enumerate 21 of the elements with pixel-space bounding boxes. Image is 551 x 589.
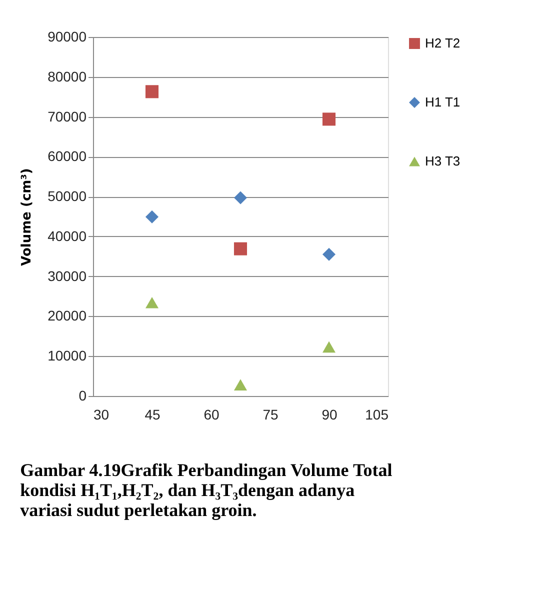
legend-label: H2 T2: [425, 36, 460, 50]
y-tick-label: 70000: [48, 108, 87, 124]
y-tick-label: 0: [78, 388, 87, 404]
y-tick-label: 20000: [48, 308, 87, 324]
y-tick-label: 80000: [48, 68, 87, 84]
y-axis-title: Volume (cm³): [20, 168, 35, 266]
legend-label: H1 T1: [425, 94, 460, 110]
x-tick-label: 75: [262, 406, 278, 422]
text: Gambar 4.19Grafik Perbandingan Volume Total kondisi H₁T₁,H₂T₂, dan H₃T₃dengan adanya variasi sudut perletakan groin.: [20, 460, 392, 520]
x-tick-label: 90: [322, 406, 338, 422]
y-tick-label: 10000: [48, 348, 87, 364]
x-tick-label: 105: [365, 406, 389, 422]
legend-label: H3 T3: [425, 154, 460, 168]
y-tick-label: 40000: [48, 228, 87, 244]
y-tick-label: 90000: [48, 28, 87, 44]
y-tick-label: 60000: [48, 148, 87, 164]
x-tick-label: 45: [144, 406, 160, 422]
y-tick-label: 50000: [48, 188, 87, 204]
x-tick-label: 60: [204, 406, 220, 422]
y-tick-label: 30000: [48, 268, 87, 284]
x-tick-label: 30: [94, 406, 110, 422]
